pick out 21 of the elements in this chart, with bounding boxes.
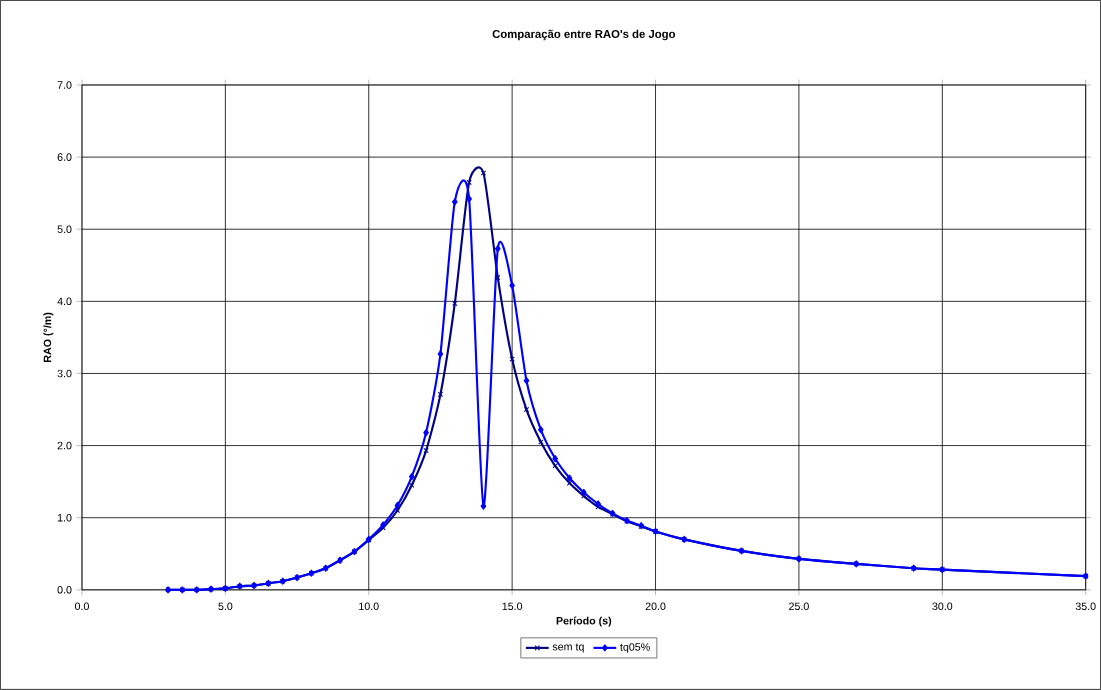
x-tick-label: 10.0: [359, 602, 379, 611]
y-tick-label: 6.0: [57, 153, 72, 161]
x-tick-label: 35.0: [1075, 602, 1096, 611]
y-tick-label: 4.0: [57, 297, 72, 306]
chart-title: Comparação entre RAO's de Jogo: [492, 29, 676, 41]
x-tick-label: 20.0: [645, 602, 666, 611]
legend-label: tq05%: [620, 643, 650, 653]
y-tick-label: 0.0: [57, 586, 72, 594]
legend-label: sem tq: [552, 643, 584, 653]
y-tick-label: 1.0: [57, 514, 72, 522]
y-axis-title: RAO (°/m): [43, 312, 54, 363]
x-tick-label: 15.0: [502, 602, 523, 611]
x-tick-label: 30.0: [932, 602, 953, 611]
x-tick-label: 5.0: [218, 602, 233, 611]
y-tick-label: 2.0: [57, 441, 72, 450]
x-tick-label: 0.0: [74, 602, 89, 611]
x-tick-label: 25.0: [789, 602, 809, 611]
x-axis-title: Período (s): [556, 616, 612, 627]
y-tick-label: 5.0: [57, 225, 72, 234]
y-tick-label: 3.0: [57, 369, 72, 378]
y-tick-label: 7.0: [57, 81, 72, 89]
